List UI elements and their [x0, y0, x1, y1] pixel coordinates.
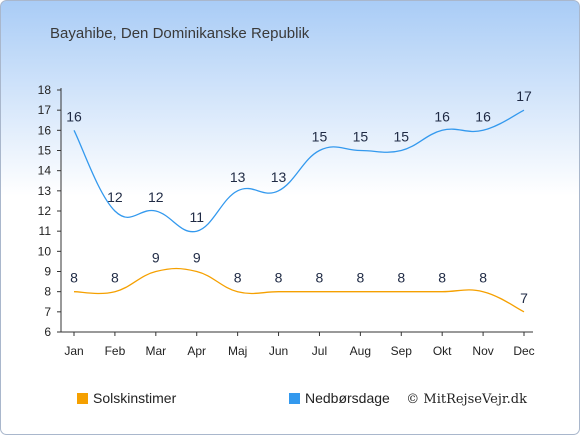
y-tick-label: 14 [38, 164, 52, 178]
data-label: 8 [438, 270, 446, 286]
series-line-1 [73, 267, 525, 313]
data-label: 16 [66, 108, 82, 124]
data-label: 13 [271, 169, 287, 185]
data-label: 8 [70, 270, 78, 286]
data-label: 8 [111, 270, 119, 286]
data-labels: 8 8 9 9 8 8 8 8 8 8 8 7 16 12 12 11 13 13 15 15 15 16 16 17 [66, 88, 532, 306]
data-label: 8 [234, 270, 242, 286]
data-label: 8 [316, 270, 324, 286]
data-label: 15 [393, 129, 409, 145]
data-label: 12 [148, 189, 164, 205]
chart-title: Bayahibe, Den Dominikanske Republik [50, 25, 310, 42]
legend: Solskinstimer Nedbørsdage [77, 390, 390, 406]
y-tick-label: 15 [38, 144, 52, 158]
legend-label: Solskinstimer [93, 390, 177, 406]
x-tick-label: Jul [312, 344, 327, 358]
x-tick-label: Mar [145, 344, 166, 358]
legend-swatch [77, 393, 88, 404]
y-tick-label: 6 [44, 325, 51, 339]
y-tick-label: 8 [44, 285, 51, 299]
x-tick-label: Okt [433, 344, 452, 358]
x-tick-label: Feb [105, 344, 126, 358]
data-label: 8 [397, 270, 405, 286]
x-tick-label: Jan [64, 344, 83, 358]
y-tick-label: 11 [39, 224, 52, 238]
y-tick-label: 12 [38, 204, 52, 218]
x-tick-label: Aug [350, 344, 371, 358]
data-label: 8 [356, 270, 364, 286]
data-label: 16 [475, 108, 491, 124]
y-tick-label: 18 [38, 83, 52, 97]
x-tick-label: Maj [228, 344, 247, 358]
y-tick-label: 7 [44, 305, 51, 319]
x-tick-label: Dec [513, 344, 534, 358]
y-tick-label: 13 [38, 184, 52, 198]
data-label: 8 [479, 270, 487, 286]
x-tick-label: Nov [472, 344, 493, 358]
x-tick-label: Apr [187, 344, 206, 358]
data-label: 15 [312, 129, 328, 145]
data-label: 9 [193, 250, 201, 266]
data-label: 16 [434, 108, 450, 124]
y-tick-label: 9 [44, 265, 51, 279]
legend-label: Nedbørsdage [305, 390, 390, 406]
y-tick-label: 16 [38, 123, 52, 137]
y-tick-label: 17 [38, 103, 52, 117]
legend-swatch [289, 393, 300, 404]
data-label: 12 [107, 189, 123, 205]
data-label: 17 [516, 88, 532, 104]
data-label: 9 [152, 250, 160, 266]
y-tick-label: 10 [38, 244, 52, 258]
credit-text: © MitRejseVejr.dk [406, 392, 527, 407]
series-layer [73, 109, 525, 313]
axes: 6 7 8 9 10 11 12 13 14 15 16 17 18 Jan Feb Mar Apr Maj Jun… [38, 83, 535, 358]
data-label: 8 [275, 270, 283, 286]
x-tick-label: Sep [391, 344, 413, 358]
data-label: 7 [520, 290, 528, 306]
data-label: 15 [353, 129, 369, 145]
x-tick-label: Jun [269, 344, 288, 358]
data-label: 13 [230, 169, 246, 185]
series-line-2 [73, 109, 525, 233]
data-label: 11 [189, 209, 204, 225]
